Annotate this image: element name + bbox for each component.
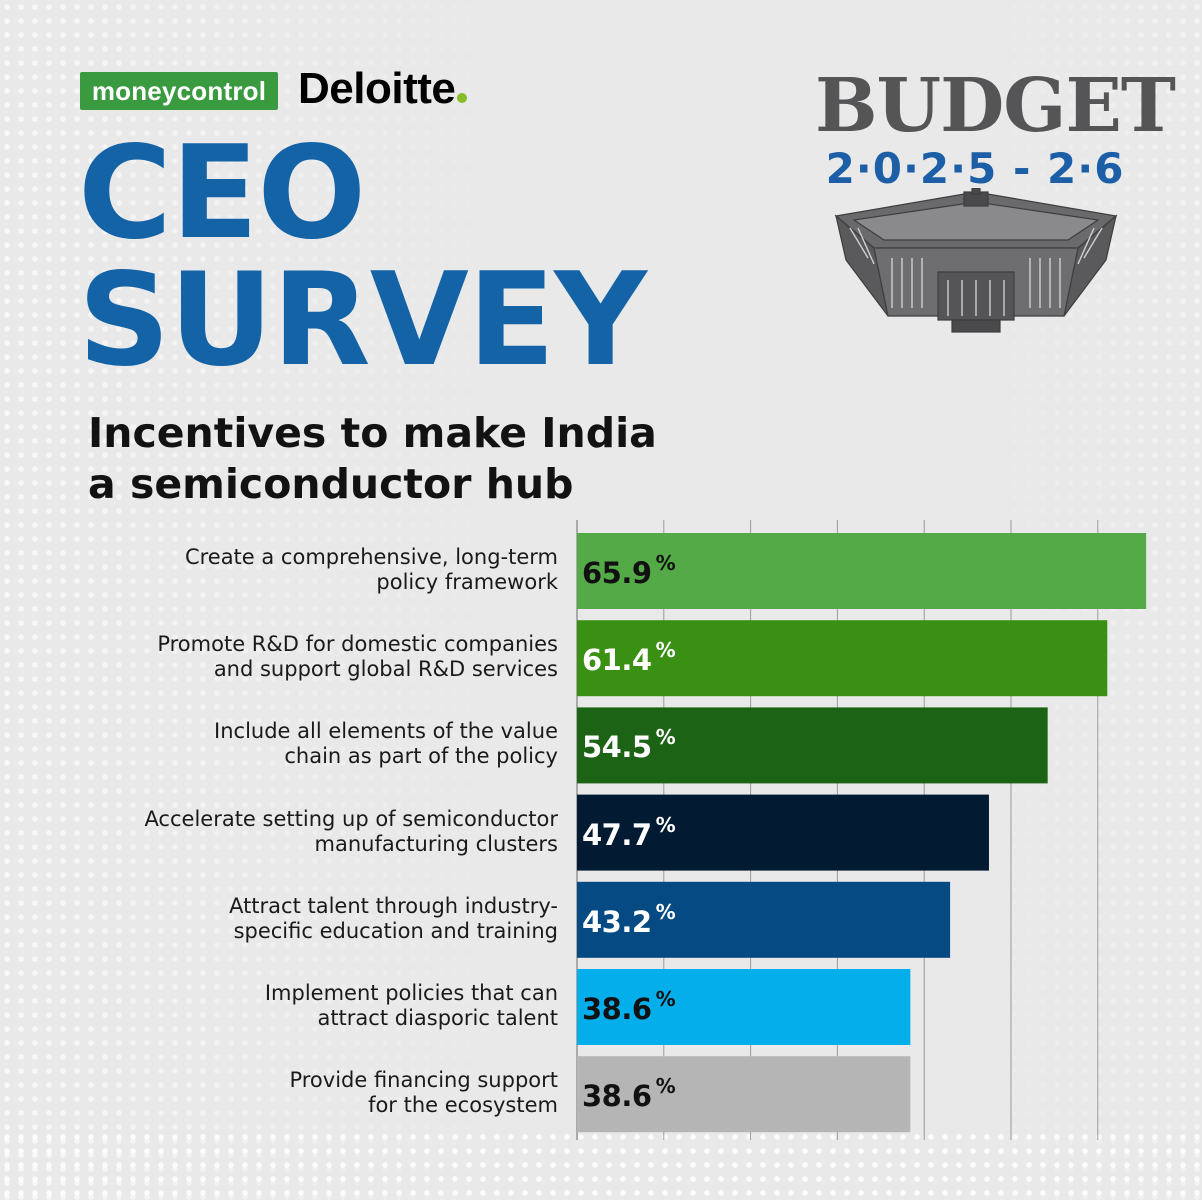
bar-value-number: 38.6 <box>582 1079 652 1113</box>
bar-category-label-line: Promote R&D for domestic companies <box>40 632 558 657</box>
bar-category-label-line: Accelerate setting up of semiconductor <box>40 807 558 832</box>
bar-category-label: Attract talent through industry-specific… <box>40 894 558 944</box>
bar-value-unit: % <box>656 638 676 662</box>
bar-category-label-line: chain as part of the policy <box>40 744 558 769</box>
bar-value-label: 54.5% <box>582 731 675 766</box>
bar-value-label: 65.9% <box>582 557 675 592</box>
bar-category-label-line: for the ecosystem <box>40 1093 558 1118</box>
bar-value-unit: % <box>656 900 676 924</box>
bar-category-label-line: Implement policies that can <box>40 981 558 1006</box>
bar-value-number: 43.2 <box>582 905 652 939</box>
bar-value-unit: % <box>656 725 676 749</box>
bar-value-unit: % <box>656 987 676 1011</box>
bar-category-label-line: Attract talent through industry- <box>40 894 558 919</box>
bar-category-label-line: Create a comprehensive, long-term <box>40 545 558 570</box>
bar-category-label: Implement policies that can attract diasp… <box>40 981 558 1031</box>
bar-value-unit: % <box>656 1074 676 1098</box>
bar-value-label: 47.7% <box>582 819 675 854</box>
bar-category-label-line: Include all elements of the value <box>40 719 558 744</box>
bar-value-label: 43.2% <box>582 906 675 941</box>
bar-value-unit: % <box>656 813 676 837</box>
bar-category-label: Provide financing support for the ecosyst… <box>40 1068 558 1118</box>
bar-category-label-line: manufacturing clusters <box>40 832 558 857</box>
bar-value-number: 38.6 <box>582 992 652 1026</box>
bar-category-label-line: policy framework <box>40 570 558 595</box>
bar-category-label-line: Provide financing support <box>40 1068 558 1093</box>
bar-value-label: 38.6% <box>582 1080 675 1115</box>
bar-category-label: Create a comprehensive, long-term policy … <box>40 545 558 595</box>
bar-category-label-line: and support global R&D services <box>40 657 558 682</box>
bar-value-number: 65.9 <box>582 556 652 590</box>
bar-category-label: Include all elements of the value chain a… <box>40 719 558 769</box>
bar-category-label: Accelerate setting up of semiconductor ma… <box>40 807 558 857</box>
bar-value-number: 47.7 <box>582 818 652 852</box>
bar-value-label: 61.4% <box>582 644 675 679</box>
bar-value-label: 38.6% <box>582 993 675 1028</box>
bar-category-label: Promote R&D for domestic companies and su… <box>40 632 558 682</box>
bar-value-unit: % <box>656 551 676 575</box>
bar-value-number: 61.4 <box>582 643 652 677</box>
bar-value-number: 54.5 <box>582 730 652 764</box>
bar-category-label-line: specific education and training <box>40 919 558 944</box>
bar-category-label-line: attract diasporic talent <box>40 1006 558 1031</box>
